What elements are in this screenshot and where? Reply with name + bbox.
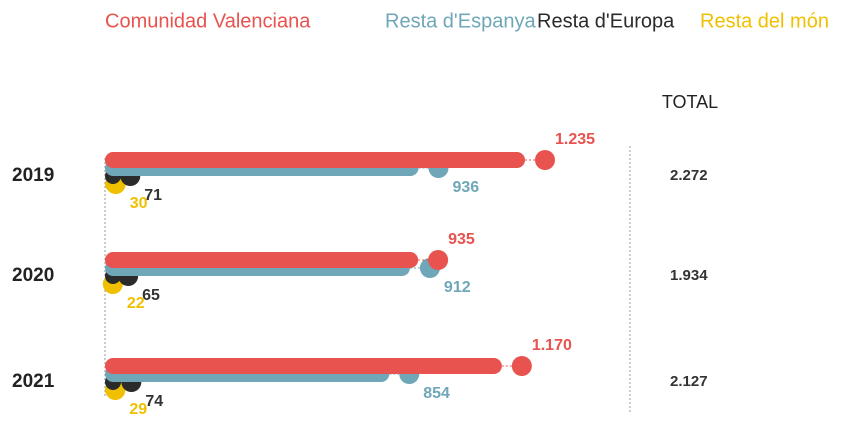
value-label: 1.235 (555, 131, 595, 148)
value-label: 29 (129, 401, 147, 418)
value-label: 30 (130, 195, 148, 212)
total-value: 1.934 (670, 267, 708, 284)
value-label: 74 (145, 393, 163, 410)
legend-entry: Resta del món (700, 10, 829, 32)
total-value: 2.272 (670, 167, 708, 184)
value-label: 854 (423, 385, 450, 402)
total-value: 2.127 (670, 373, 708, 390)
value-label: 71 (144, 187, 162, 204)
value-label: 65 (142, 287, 160, 304)
year-label: 2021 (12, 371, 55, 392)
legend-entry: Resta d'Europa (537, 10, 675, 32)
legend-entry: Resta d'Espanya (385, 10, 536, 32)
value-label: 22 (127, 295, 145, 312)
year-label: 2020 (12, 265, 54, 286)
value-label: 935 (448, 231, 475, 248)
value-label: 936 (452, 179, 479, 196)
value-label: 912 (444, 279, 471, 296)
year-label: 2019 (12, 165, 54, 186)
value-label: 1.170 (532, 337, 572, 354)
total-title: TOTAL (662, 92, 718, 112)
dot (511, 356, 532, 376)
dot (535, 150, 555, 170)
legend-entry: Comunidad Valenciana (105, 10, 311, 32)
dot (428, 250, 449, 270)
